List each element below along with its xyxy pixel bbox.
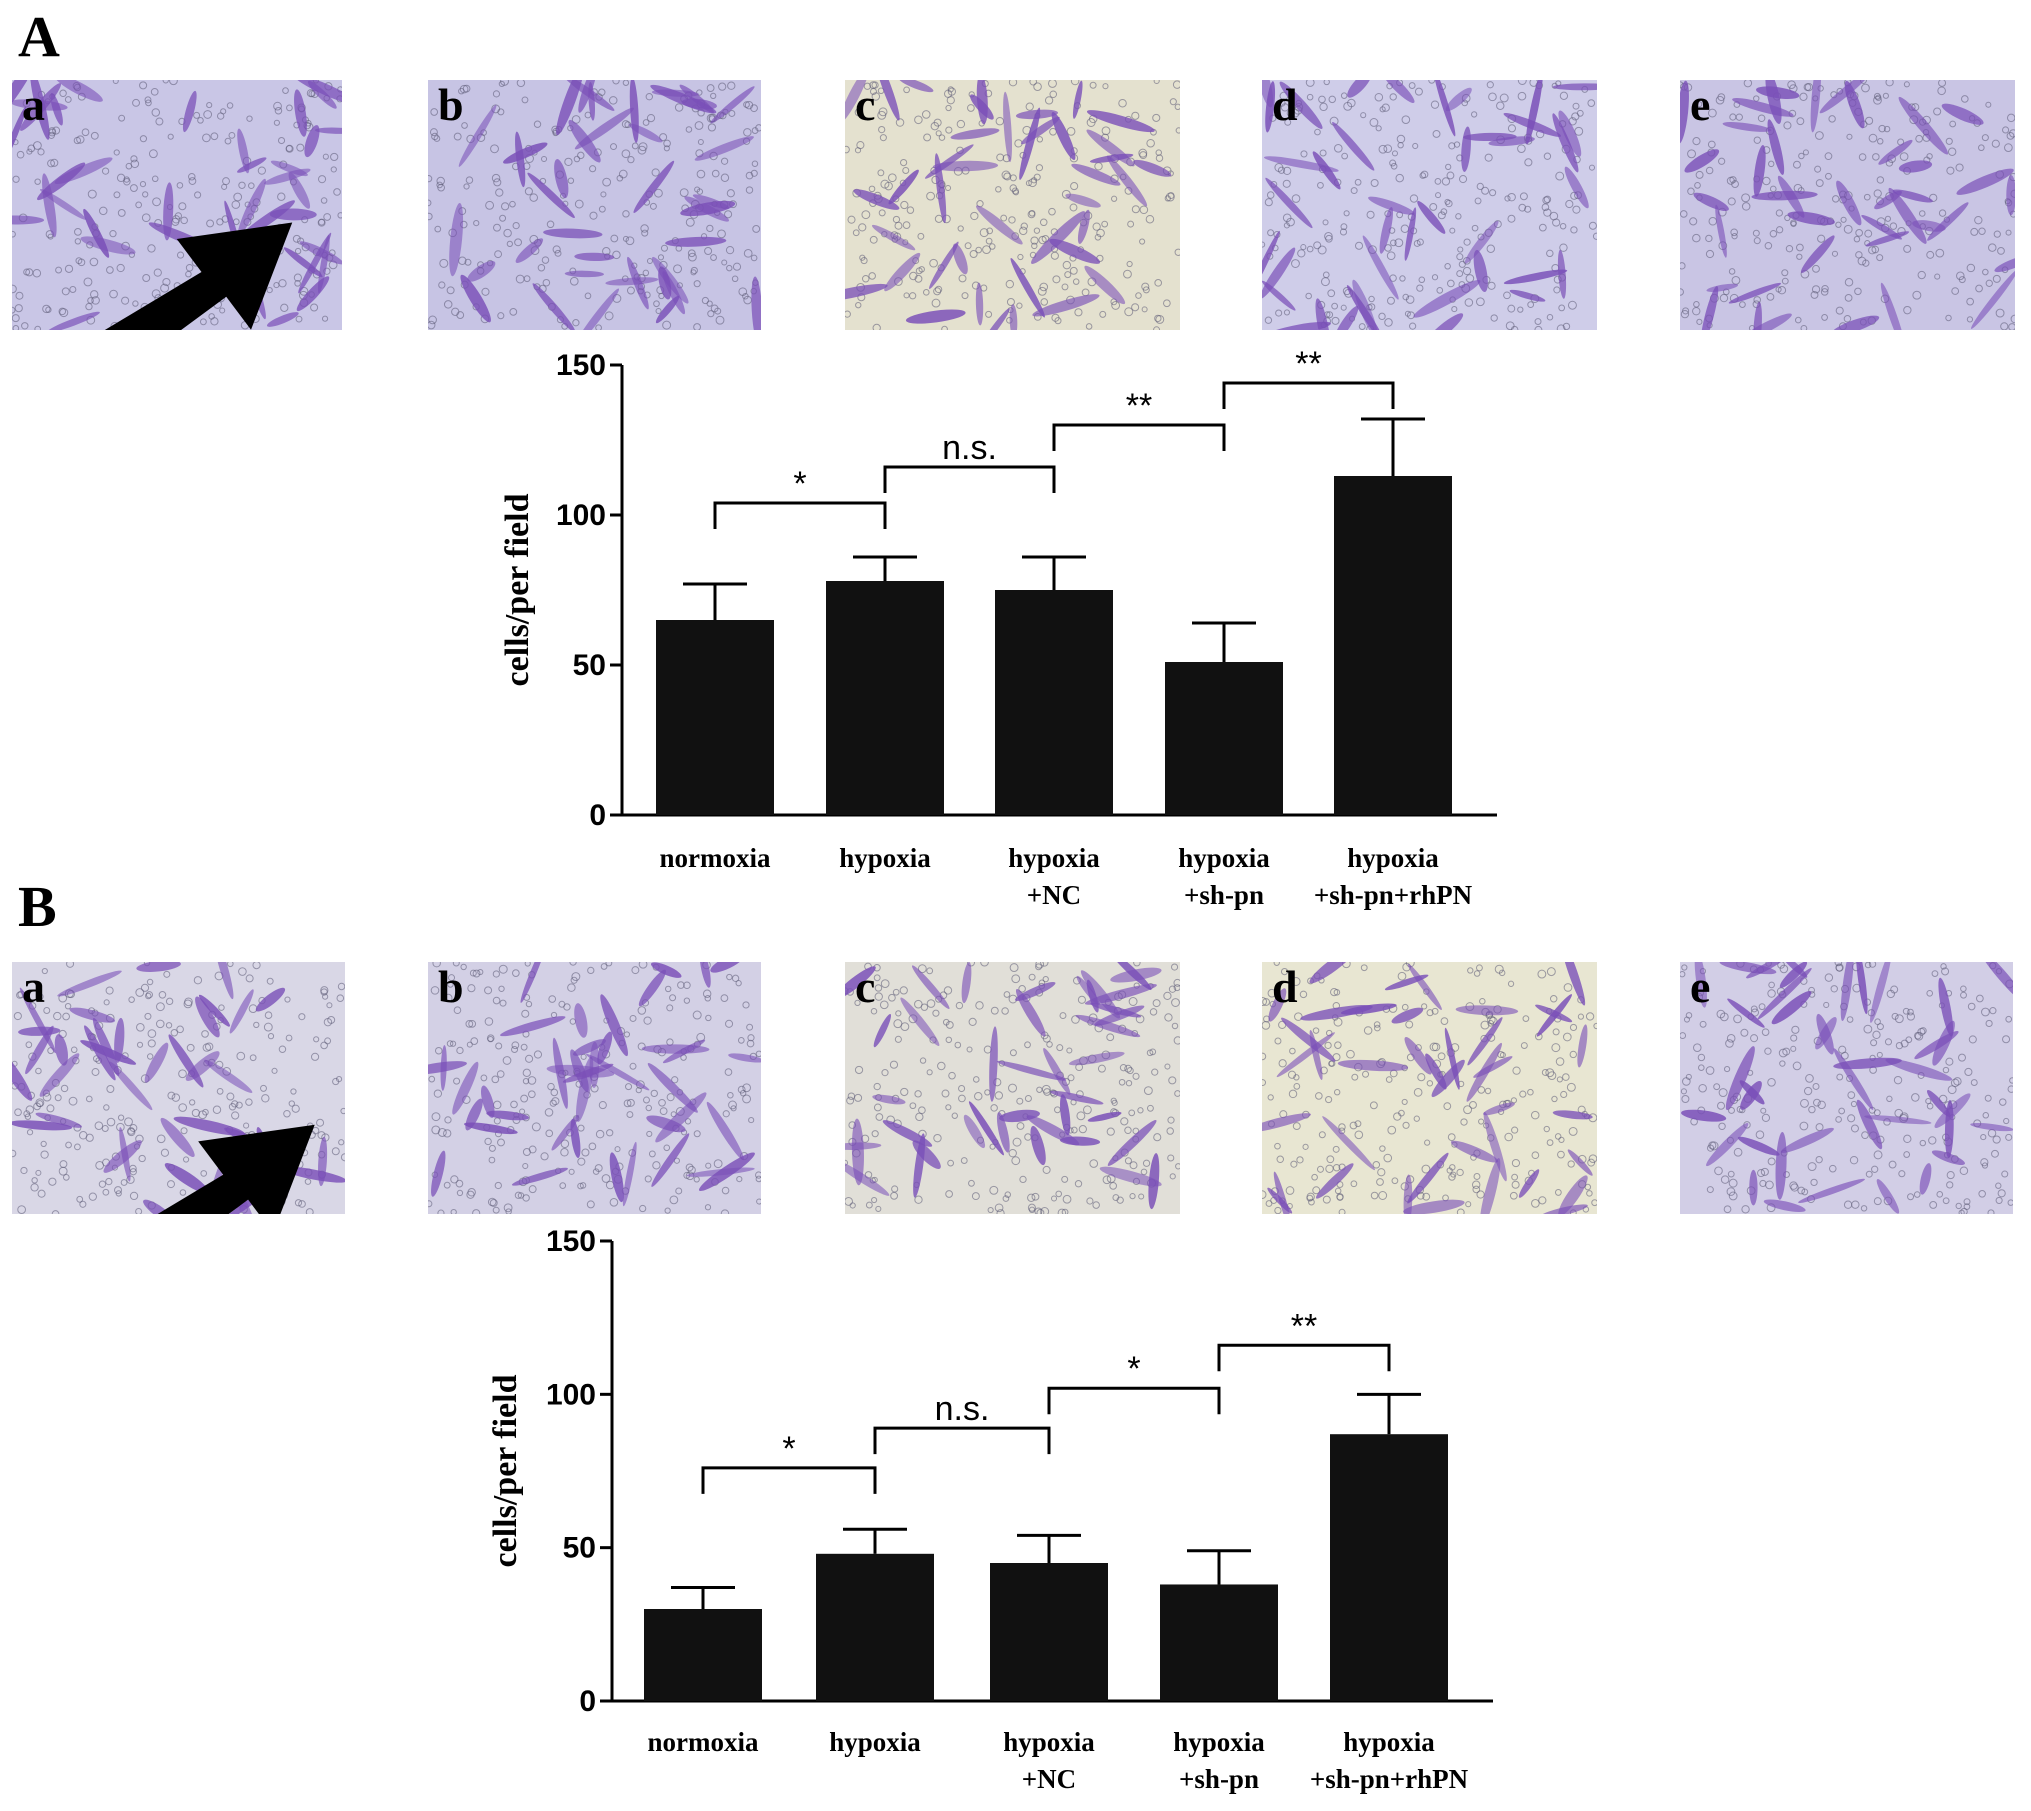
bar: [816, 1553, 934, 1701]
arrow-icon: [157, 1124, 315, 1214]
significance-bracket: [713, 501, 887, 529]
category-label: +sh-pn: [1184, 880, 1264, 910]
y-tick-label: 100: [556, 499, 606, 532]
bar: [990, 1563, 1108, 1701]
significance-bracket: [873, 1426, 1051, 1455]
bar: [644, 1609, 762, 1701]
micrograph-label: d: [1272, 962, 1298, 1012]
bar-chart-b-svg: 0 50 100 150 cells/per field normoxia hypoxia h…: [487, 1225, 1493, 1794]
significance-bracket: [1052, 423, 1226, 451]
y-axis-label: cells/per field: [499, 493, 536, 686]
micrograph-label: a: [22, 80, 45, 130]
category-label: +sh-pn+rhPN: [1310, 1764, 1469, 1794]
category-label: hypoxia: [1003, 1727, 1095, 1757]
significance-label: **: [1126, 387, 1152, 425]
category-label: normoxia: [660, 843, 771, 873]
micrograph-label: d: [1272, 80, 1298, 130]
significance-label: *: [782, 1430, 795, 1468]
significance-bracket: [883, 465, 1056, 493]
micrograph-b-b: b: [428, 962, 761, 1214]
micrograph-texture: [428, 80, 761, 330]
category-label: hypoxia: [829, 1727, 921, 1757]
significance-bracket: [1217, 1343, 1391, 1372]
micrograph-b-a: a: [12, 962, 345, 1214]
micrograph-a-b: b: [428, 80, 761, 330]
bar-chart-b: 0 50 100 150 cells/per field normoxia hypoxia h…: [0, 1225, 2031, 1806]
panel-letter-b: B: [18, 874, 57, 939]
bar: [1165, 662, 1283, 815]
micrograph-texture: [1262, 962, 1597, 1214]
micrograph-texture: [428, 962, 761, 1214]
significance-label: n.s.: [935, 1390, 990, 1428]
y-tick-label: 0: [589, 799, 606, 832]
category-label: +sh-pn: [1179, 1764, 1259, 1794]
category-label: +sh-pn+rhPN: [1314, 880, 1473, 910]
micrograph-b-e: e: [1680, 962, 2013, 1214]
bar: [995, 590, 1113, 815]
y-axis-label: cells/per field: [487, 1374, 524, 1567]
category-label: hypoxia: [839, 843, 931, 873]
significance-label: **: [1295, 345, 1321, 383]
significance-bracket: [701, 1466, 877, 1494]
category-label: hypoxia: [1343, 1727, 1435, 1757]
arrow-icon: [104, 222, 293, 330]
y-tick-label: 0: [579, 1685, 596, 1718]
bar: [1334, 476, 1452, 815]
bar: [1330, 1434, 1448, 1701]
y-tick-label: 50: [563, 1532, 596, 1565]
micrograph-a-d: d: [1262, 80, 1597, 330]
micrograph-a-e: e: [1680, 80, 2015, 330]
significance-label: **: [1291, 1307, 1317, 1345]
category-label: +NC: [1022, 1764, 1076, 1794]
micrograph-label: c: [855, 80, 876, 130]
significance-bracket: [1047, 1386, 1221, 1415]
micrograph-texture: [845, 962, 1180, 1214]
y-tick-label: 150: [556, 349, 606, 382]
micrograph-texture: [845, 80, 1180, 330]
panel-letter-a: A: [18, 4, 60, 69]
micrograph-label: e: [1690, 80, 1711, 130]
category-label: hypoxia: [1008, 843, 1100, 873]
micrograph-b-c: c: [845, 962, 1180, 1214]
bar-chart-a-svg: 0 50 100 150 cells/per field normoxia hypoxia h…: [499, 345, 1497, 910]
micrograph-label: c: [855, 962, 876, 1012]
significance-bracket: [1222, 381, 1395, 409]
micrograph-label: b: [438, 962, 464, 1012]
category-label: hypoxia: [1178, 843, 1270, 873]
y-tick-label: 150: [546, 1225, 596, 1258]
micrograph-label: b: [438, 80, 464, 130]
bar: [1160, 1584, 1278, 1701]
micrograph-a-a: a: [12, 80, 342, 330]
significance-label: n.s.: [942, 429, 997, 467]
micrograph-texture: [1680, 962, 2013, 1214]
micrograph-b-d: d: [1262, 962, 1597, 1214]
micrograph-label: a: [22, 962, 45, 1012]
category-label: hypoxia: [1173, 1727, 1265, 1757]
y-tick-label: 50: [573, 649, 606, 682]
category-label: +NC: [1027, 880, 1081, 910]
bar-chart-a: 0 50 100 150 cells/per field normoxia hypoxia h…: [0, 345, 2031, 920]
micrograph-texture: [1680, 80, 2015, 330]
micrograph-a-c: c: [845, 80, 1180, 330]
category-label: normoxia: [648, 1727, 759, 1757]
y-tick-label: 100: [546, 1378, 596, 1411]
bar: [826, 581, 944, 815]
category-label: hypoxia: [1347, 843, 1439, 873]
micrograph-label: e: [1690, 962, 1711, 1012]
significance-label: *: [793, 465, 806, 503]
micrograph-texture: [1262, 80, 1597, 330]
bar: [656, 620, 774, 815]
significance-label: *: [1127, 1350, 1140, 1388]
